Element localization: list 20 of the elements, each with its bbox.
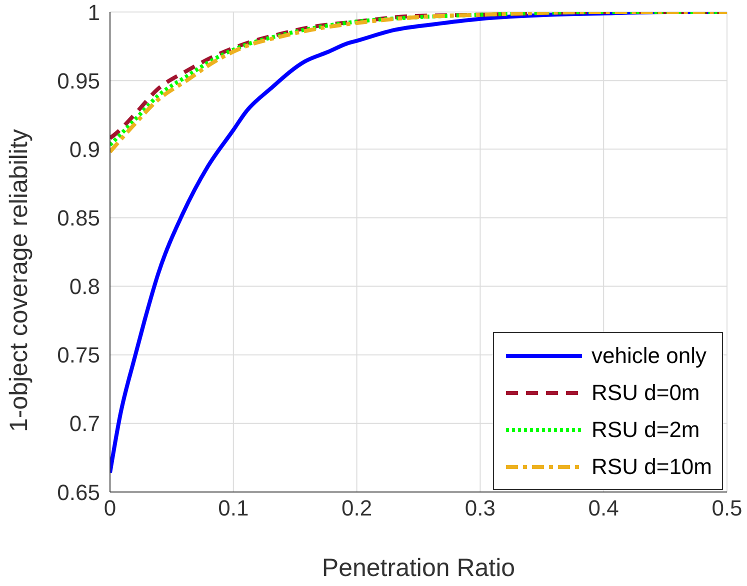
x-axis-title: Penetration Ratio: [322, 554, 516, 582]
y-axis-title: 1-object coverage reliability: [4, 128, 33, 432]
y-tick-label: 1: [88, 0, 100, 25]
x-tick-label: 0.4: [588, 496, 619, 521]
legend-label: vehicle only: [592, 342, 706, 368]
y-tick-label: 0.7: [69, 411, 100, 436]
y-tick-label: 0.65: [57, 480, 100, 505]
x-tick-label: 0.5: [712, 496, 742, 521]
legend-label: RSU d=10m: [592, 454, 712, 480]
y-tick-label: 0.75: [57, 342, 100, 368]
x-tick-label: 0.2: [342, 496, 372, 521]
legend-label: RSU d=0m: [592, 380, 700, 406]
legend-label: RSU d=2m: [592, 416, 700, 442]
y-tick-label: 0.95: [57, 68, 100, 94]
x-tick-label: 0.3: [464, 496, 496, 521]
y-tick-label: 0.85: [57, 206, 100, 231]
x-tick-label: 0.1: [218, 496, 249, 521]
y-tick-label: 0.9: [69, 136, 100, 162]
y-tick-label: 0.8: [69, 274, 100, 300]
x-tick-label: 0: [104, 496, 116, 521]
